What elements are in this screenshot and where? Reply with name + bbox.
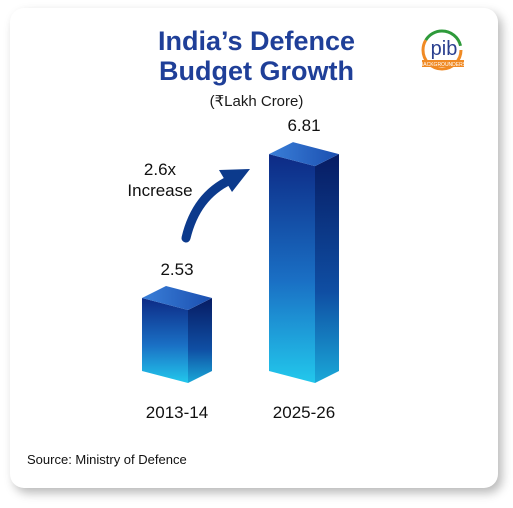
bar-2013-14-top: [142, 285, 212, 310]
pib-logo: pib BACKGROUNDERS: [420, 29, 467, 71]
bar-2025-26-top: [269, 142, 339, 167]
category-label-2013-14: 2013-14: [145, 403, 209, 422]
logo-text: pib: [431, 38, 458, 60]
bar-2013-14-front: [142, 297, 188, 383]
value-label-2025-26: 6.81: [287, 116, 321, 136]
chart-title-line1: India’s Defence: [157, 26, 356, 56]
bar-2013-14-side: [188, 297, 212, 383]
bar-2025-26-front: [269, 154, 315, 383]
annotation-multiplier: 2.6x: [143, 160, 177, 179]
increase-arrow-head: [219, 169, 250, 192]
value-label-2013-14: 2.53: [160, 259, 194, 279]
annotation-increase: Increase: [127, 181, 193, 200]
chart-title-line2: Budget Growth: [159, 56, 354, 86]
increase-arrow: [181, 175, 235, 243]
logo-subtext: BACKGROUNDERS: [420, 62, 467, 68]
bar-2025-26-side: [315, 154, 339, 383]
chart-subtitle: (₹Lakh Crore): [209, 93, 304, 110]
infographic-card: [10, 8, 498, 488]
category-label-2025-26: 2025-26: [272, 403, 336, 422]
source-note: Source: Ministry of Defence: [27, 452, 187, 467]
